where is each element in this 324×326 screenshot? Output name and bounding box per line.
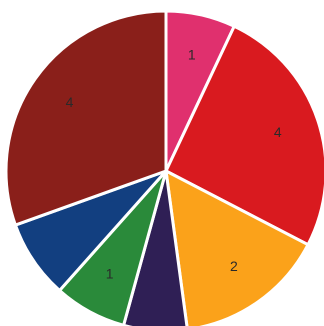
pie-slice-label-3: 2 [230, 258, 238, 274]
pie-slice-7 [4, 9, 168, 227]
pie-slice-label-1: 1 [188, 47, 196, 63]
pie-slice-label-5: 1 [106, 265, 114, 281]
pie-slice-label-7: 4 [66, 94, 74, 110]
pie-slice-label-2: 4 [274, 124, 282, 140]
pie-slices [4, 9, 324, 326]
pie-slice-3 [164, 169, 310, 326]
pie-labels: 1 4 2 1 4 [66, 47, 282, 282]
